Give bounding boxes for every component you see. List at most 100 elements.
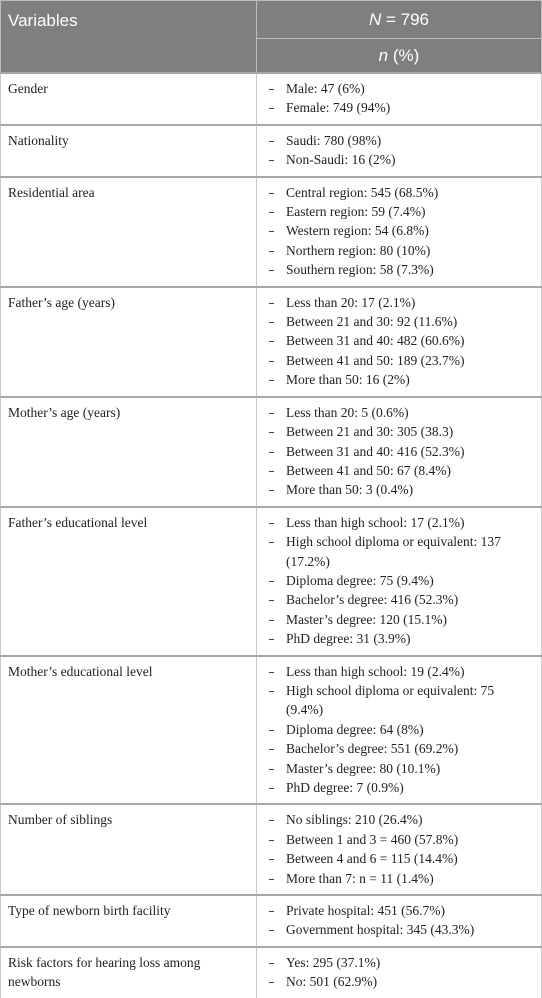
bullet-dash	[269, 839, 274, 841]
variable-cell: Number of siblings	[0, 803, 257, 896]
variable-cell: Father’s age (years)	[0, 285, 257, 397]
table-row: Number of siblings No siblings: 210 (26.4…	[0, 803, 542, 896]
bullet-dash	[269, 360, 274, 362]
value-item: Diploma degree: 75 (9.4%)	[269, 571, 534, 590]
value-text: Private hospital: 451 (56.7%)	[286, 903, 445, 919]
value-text: Female: 749 (94%)	[286, 100, 391, 116]
table-body: Gender Male: 47 (6%) Female: 749 (94%) Nati…	[0, 72, 542, 998]
table-row: Residential area Central region: 545 (68.…	[0, 175, 542, 287]
value-item: Male: 47 (6%)	[269, 79, 534, 98]
bullet-dash	[269, 878, 274, 880]
table-row: Type of newborn birth facility Private ho…	[0, 894, 542, 947]
values-cell: Saudi: 780 (98%) Non-Saudi: 16 (2%)	[256, 123, 542, 177]
value-item: High school diploma or equivalent: 137 (…	[269, 532, 534, 571]
values-cell: Central region: 545 (68.5%) Eastern regio…	[256, 175, 542, 287]
value-item: Between 4 and 6 = 115 (14.4%)	[269, 849, 534, 868]
value-list: Less than 20: 5 (0.6%) Between 21 and 30:…	[264, 403, 534, 500]
value-text: Between 31 and 40: 482 (60.6%)	[286, 333, 465, 349]
bullet-dash	[269, 341, 274, 343]
value-text: Yes: 295 (37.1%)	[286, 954, 381, 970]
value-item: Less than high school: 17 (2.1%)	[269, 513, 534, 532]
values-cell: Private hospital: 451 (56.7%) Government …	[256, 894, 542, 947]
table-row: Gender Male: 47 (6%) Female: 749 (94%)	[0, 72, 542, 125]
value-text: Western region: 54 (6.8%)	[286, 223, 429, 239]
value-text: Government hospital: 345 (43.3%)	[286, 922, 475, 938]
variable-cell: Mother’s educational level	[0, 654, 257, 805]
variable-cell: Mother’s age (years)	[0, 395, 257, 507]
bullet-dash	[269, 859, 274, 861]
bullet-dash	[269, 192, 274, 194]
value-text: High school diploma or equivalent: 137 (…	[286, 534, 501, 569]
value-item: Between 21 and 30: 92 (11.6%)	[269, 312, 534, 331]
bullet-dash	[269, 690, 274, 692]
value-item: Northern region: 80 (10%)	[269, 241, 534, 260]
bullet-dash	[269, 322, 274, 324]
value-text: Between 21 and 30: 305 (38.3)	[286, 424, 454, 440]
bullet-dash	[269, 380, 274, 382]
value-text: More than 50: 3 (0.4%)	[286, 482, 414, 498]
values-cell: Male: 47 (6%) Female: 749 (94%)	[256, 72, 542, 125]
table-row: Father’s age (years) Less than 20: 17 (2.…	[0, 285, 542, 397]
values-cell: Less than 20: 17 (2.1%) Between 21 and 30…	[256, 285, 542, 397]
bullet-dash	[269, 108, 274, 110]
value-item: More than 50: 3 (0.4%)	[269, 480, 534, 499]
bullet-dash	[269, 749, 274, 751]
bullet-dash	[269, 962, 274, 964]
value-text: Between 21 and 30: 92 (11.6%)	[286, 314, 458, 330]
bullet-dash	[269, 160, 274, 162]
bullet-dash	[269, 470, 274, 472]
value-item: Between 1 and 3 = 460 (57.8%)	[269, 830, 534, 849]
bullet-dash	[269, 432, 274, 434]
value-item: Between 41 and 50: 189 (23.7%)	[269, 351, 534, 370]
value-text: No: 501 (62.9%)	[286, 974, 378, 990]
n-symbol: N	[368, 9, 382, 29]
value-text: Saudi: 780 (98%)	[286, 132, 382, 148]
bullet-dash	[269, 451, 274, 453]
variable-cell: Gender	[0, 72, 257, 125]
value-text: Male: 47 (6%)	[286, 81, 365, 96]
value-item: Between 21 and 30: 305 (38.3)	[269, 422, 534, 441]
value-item: No: 501 (62.9%)	[269, 972, 534, 991]
value-text: Diploma degree: 64 (8%)	[286, 721, 424, 737]
value-text: Non-Saudi: 16 (2%)	[286, 152, 396, 168]
bullet-dash	[269, 619, 274, 621]
bullet-dash	[269, 820, 274, 822]
value-item: Yes: 295 (37.1%)	[269, 953, 534, 972]
table-row: Mother’s age (years) Less than 20: 5 (0.6…	[0, 395, 542, 507]
header-variables: Variables	[0, 0, 257, 74]
bullet-dash	[269, 768, 274, 770]
value-text: Between 41 and 50: 189 (23.7%)	[286, 352, 465, 368]
values-cell: Less than high school: 19 (2.4%) High sch…	[256, 654, 542, 805]
value-item: Master’s degree: 80 (10.1%)	[269, 759, 534, 778]
value-text: More than 50: 16 (2%)	[286, 372, 410, 388]
variable-cell: Father’s educational level	[0, 505, 257, 656]
value-item: More than 7: n = 11 (1.4%)	[269, 869, 534, 888]
bullet-dash	[269, 639, 274, 641]
value-text: Between 4 and 6 = 115 (14.4%)	[286, 851, 458, 867]
bullet-dash	[269, 542, 274, 544]
value-text: Less than high school: 17 (2.1%)	[286, 514, 465, 530]
header-total: N = 796	[256, 0, 542, 39]
table-row: Nationality Saudi: 780 (98%) Non-Saudi: 16…	[0, 123, 542, 177]
value-text: Southern region: 58 (7.3%)	[286, 262, 434, 278]
value-item: High school diploma or equivalent: 75 (9…	[269, 681, 534, 720]
value-item: Southern region: 58 (7.3%)	[269, 260, 534, 279]
value-item: Western region: 54 (6.8%)	[269, 221, 534, 240]
variable-cell: Residential area	[0, 175, 257, 287]
value-item: Between 31 and 40: 482 (60.6%)	[269, 331, 534, 350]
value-list: Private hospital: 451 (56.7%) Government …	[264, 901, 534, 940]
value-text: Bachelor’s degree: 551 (69.2%)	[286, 741, 459, 757]
bullet-dash	[269, 671, 274, 673]
table-row: Mother’s educational level Less than high…	[0, 654, 542, 805]
value-text: PhD degree: 7 (0.9%)	[286, 780, 404, 795]
value-list: Central region: 545 (68.5%) Eastern regio…	[264, 183, 534, 280]
value-item: Less than high school: 19 (2.4%)	[269, 662, 534, 681]
bullet-dash	[269, 212, 274, 214]
bullet-dash	[269, 930, 274, 932]
bullet-dash	[269, 140, 274, 142]
value-item: Less than 20: 5 (0.6%)	[269, 403, 534, 422]
table-row: Father’s educational level Less than high…	[0, 505, 542, 656]
values-cell: No siblings: 210 (26.4%) Between 1 and 3 …	[256, 803, 542, 896]
value-text: More than 7: n = 11 (1.4%)	[286, 870, 434, 886]
